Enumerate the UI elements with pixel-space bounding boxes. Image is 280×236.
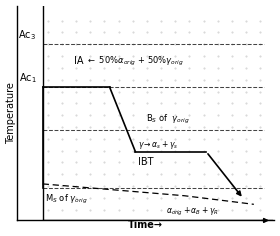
Text: Ac$_1$: Ac$_1$ [18,71,36,85]
Text: Ac$_3$: Ac$_3$ [18,28,36,42]
Y-axis label: Temperature: Temperature [6,82,16,144]
Text: $\alpha_{orig}+\alpha_B+\gamma_R$: $\alpha_{orig}+\alpha_B+\gamma_R$ [166,206,219,218]
Text: IBT: IBT [138,157,153,167]
Text: $\leftarrow$ 50%$\alpha_{orig}$ + 50%$\gamma_{orig}$: $\leftarrow$ 50%$\alpha_{orig}$ + 50%$\g… [87,55,184,68]
Text: B$_S$ of  $\gamma_{orig}$: B$_S$ of $\gamma_{orig}$ [146,113,190,126]
X-axis label: Time→: Time→ [128,220,163,230]
Text: $\gamma \rightarrow \alpha_s + \gamma_s$: $\gamma \rightarrow \alpha_s + \gamma_s$ [138,139,178,151]
Text: M$_S$ of $\gamma_{orig}$: M$_S$ of $\gamma_{orig}$ [45,192,88,206]
Text: IA: IA [74,56,83,66]
